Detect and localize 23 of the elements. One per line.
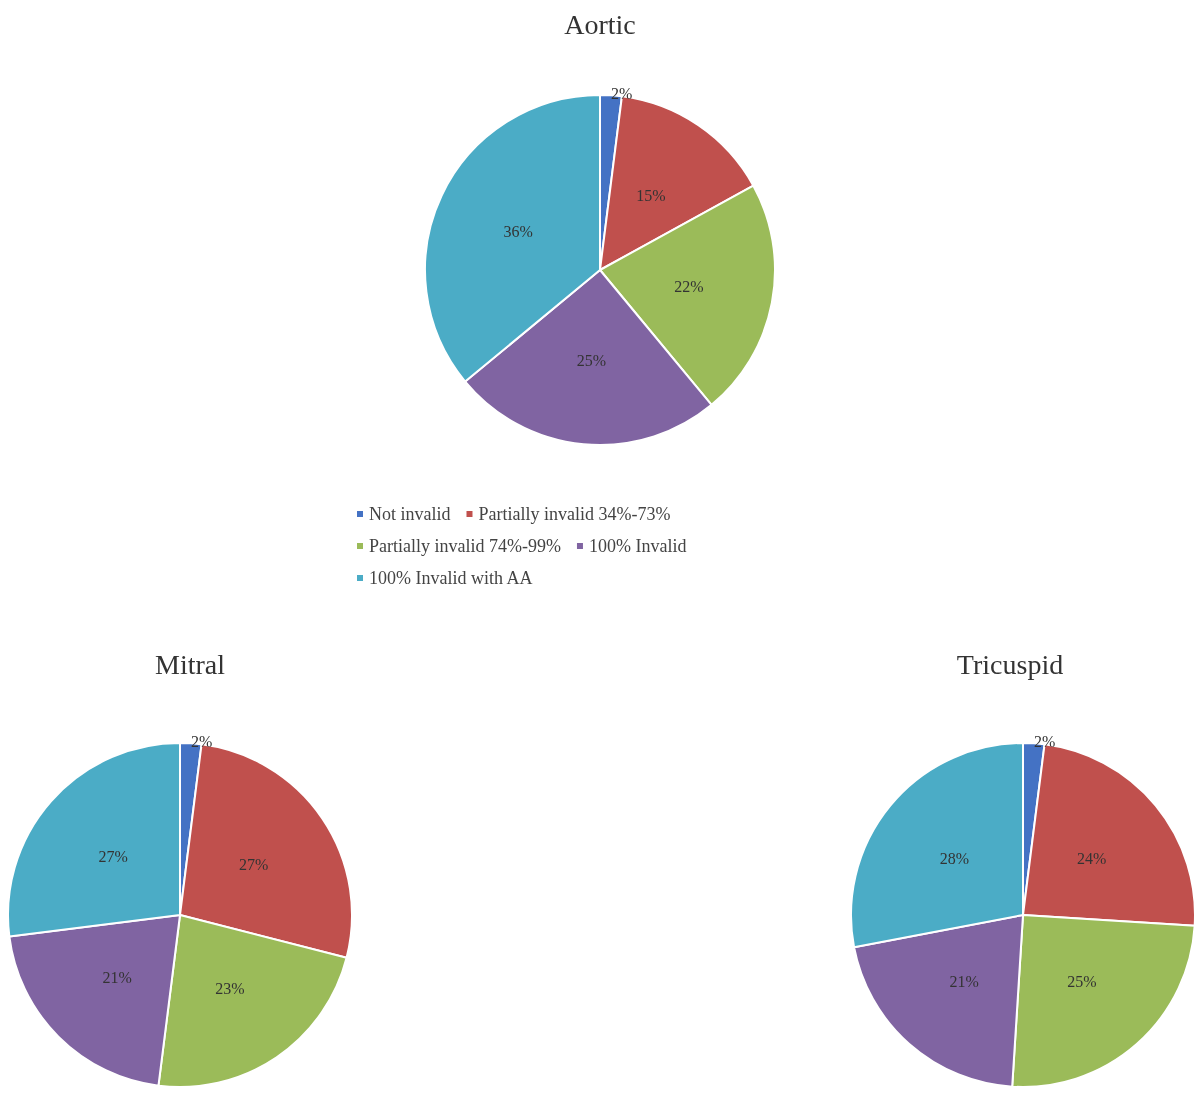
data-label: 21% [949,973,979,991]
legend-label: Partially invalid 34%-73% [478,504,671,524]
data-label: 21% [102,969,132,987]
legend-label: Partially invalid 74%-99% [369,536,561,556]
data-label: 25% [576,351,607,369]
data-label: 2% [190,732,213,750]
data-label: 36% [503,222,533,240]
legend-label: Not invalid [369,504,451,524]
data-label: 27% [238,856,269,874]
chart-title: Tricuspid [956,648,1064,680]
data-label: 15% [636,186,666,204]
data-label: 25% [1067,973,1097,991]
data-label: 28% [939,849,970,867]
chart-title: Mitral [155,648,226,680]
data-label: 2% [1033,732,1056,750]
legend-label: 100% Invalid [588,536,687,556]
legend-label: 100% Invalid with AA [369,568,533,588]
data-label: 24% [1076,849,1107,867]
data-label: 22% [674,278,704,296]
data-label: 2% [611,84,633,102]
chart-title: Aortic [564,8,636,40]
data-label: 27% [98,847,128,865]
data-label: 23% [215,980,245,998]
